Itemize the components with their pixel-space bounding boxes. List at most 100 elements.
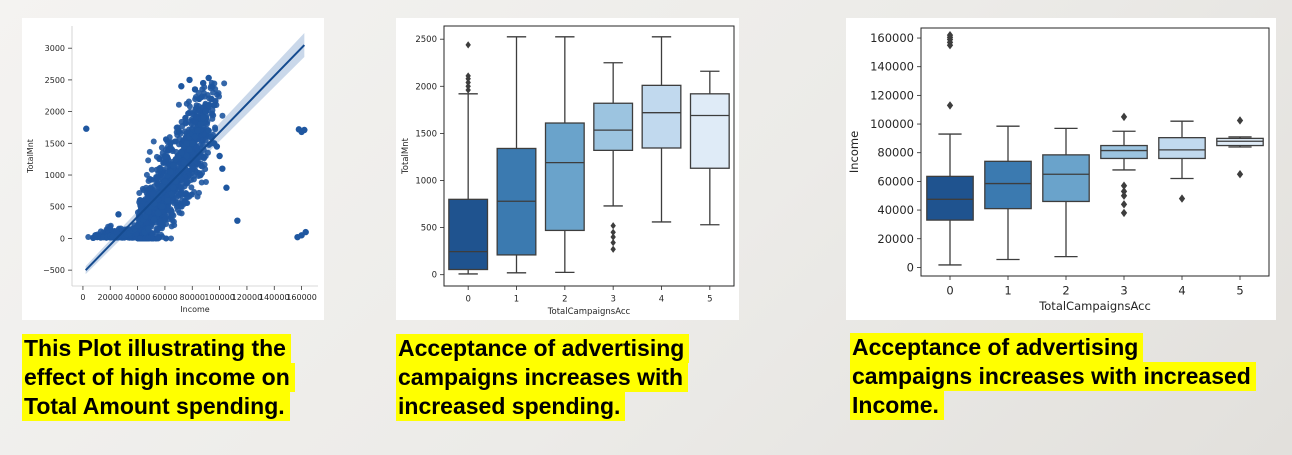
scatter-point: [190, 173, 197, 180]
scatter-point: [188, 184, 195, 191]
outlier-point: [1120, 181, 1128, 190]
y-tick-label: 1000: [415, 176, 437, 186]
box-1: [496, 36, 537, 274]
scatter-point: [183, 152, 190, 160]
scatter-point: [145, 225, 152, 233]
caption-1: This Plot illustrating the effect of hig…: [22, 334, 295, 421]
y-tick-label: 2000: [415, 82, 437, 92]
scatter-point: [178, 149, 185, 157]
scatter-point: [168, 235, 175, 242]
scatter-point: [219, 165, 226, 172]
caption-2-line-3: increased spending.: [396, 392, 626, 421]
box-iqr: [1216, 137, 1264, 147]
caption-1-line-3: Total Amount spending.: [22, 392, 290, 421]
x-tick-label: 100000: [204, 293, 235, 302]
box-iqr: [544, 122, 585, 232]
scatter-point: [191, 86, 199, 93]
x-tick-label: 160000: [286, 293, 317, 302]
box-iqr: [689, 93, 730, 169]
scatter-point: [202, 137, 209, 144]
outlier-point: [610, 228, 616, 236]
x-axis-label: Income: [180, 305, 210, 314]
scatter-point: [197, 172, 204, 179]
box-iqr: [984, 160, 1032, 210]
scatter-point: [154, 209, 162, 217]
scatter-point: [202, 108, 210, 115]
outlier-point: [1236, 170, 1244, 179]
scatter-point: [194, 193, 201, 200]
y-axis-label: TotalMnt: [26, 139, 35, 174]
scatter-point: [216, 152, 223, 160]
x-tick-label: 0: [465, 295, 470, 305]
outlier-point: [1236, 116, 1244, 125]
scatter-point: [198, 179, 205, 186]
scatter-point: [193, 113, 200, 120]
outlier-point: [946, 30, 954, 40]
scatter-point: [169, 162, 177, 169]
scatter-point: [197, 160, 204, 167]
scatter-point: [178, 83, 185, 90]
x-tick-label: 20000: [98, 293, 123, 302]
scatter-point: [113, 228, 120, 235]
scatter-point: [197, 121, 204, 128]
scatter-point: [195, 95, 203, 103]
x-tick-label: 3: [610, 295, 615, 305]
scatter-point: [148, 166, 155, 173]
scatter-point: [145, 157, 152, 164]
scatter-point: [168, 211, 175, 218]
box-4: [641, 36, 682, 223]
plot-frame: [920, 27, 1270, 277]
scatter-point: [158, 144, 165, 151]
scatter-point: [168, 190, 175, 198]
caption-3-line-1: Acceptance of advertising: [850, 333, 1144, 362]
scatter-point: [150, 216, 158, 223]
scatter-point: [209, 107, 216, 114]
x-axis-label: TotalCampaignsAcc: [547, 307, 631, 317]
scatter-point: [301, 126, 308, 134]
scatter-point: [162, 235, 169, 242]
y-tick-label: 100000: [870, 117, 914, 131]
y-tick-label: 40000: [877, 203, 914, 217]
y-tick-label: 0: [432, 271, 437, 281]
x-tick-label: 1: [1004, 284, 1011, 298]
outlier-point: [610, 222, 616, 230]
x-tick-label: 0: [80, 293, 85, 302]
outlier-point: [1120, 208, 1128, 218]
scatter-point: [210, 102, 218, 109]
x-tick-label: 3: [1120, 284, 1127, 298]
y-tick-label: 500: [421, 224, 437, 234]
scatter-point: [186, 146, 193, 153]
outlier-point: [1120, 187, 1128, 196]
x-tick-label: 140000: [259, 293, 290, 302]
scatter-point: [168, 223, 175, 230]
scatter-point: [205, 102, 212, 109]
scatter-point: [201, 154, 208, 161]
scatter-point: [199, 86, 206, 93]
y-axis-label: TotalMnt: [401, 137, 411, 175]
y-tick-label: 20000: [877, 232, 914, 246]
regression-line: [84, 44, 306, 271]
y-tick-label: 120000: [870, 88, 914, 102]
scatter-point: [207, 85, 214, 92]
scatter-point: [219, 112, 226, 119]
y-tick-label: 1500: [415, 129, 437, 139]
scatter-point: [161, 178, 169, 185]
x-tick-label: 0: [946, 284, 953, 298]
scatter-point: [83, 125, 90, 132]
caption-3-line-2: campaigns increases with increased: [850, 362, 1256, 391]
chart-panel-income-vs-totalmnt: −500 0 500 1000 1500 2000 2500 3000 0 20000 40000 6…: [22, 18, 324, 320]
scatter-point: [211, 80, 218, 87]
x-tick-label: 40000: [125, 293, 150, 302]
scatter-point: [213, 143, 221, 150]
scatter-point: [183, 100, 190, 107]
scatter-point: [169, 184, 177, 191]
scatter-point: [182, 119, 189, 126]
chart-panel-campaigns-vs-totalmnt: 0 500 1000 1500 2000 2500 0 1 2 3 4 5 TotalCampaigns…: [396, 18, 739, 320]
scatter-point: [161, 152, 169, 160]
box-1: [984, 125, 1032, 261]
outlier-point: [1120, 200, 1128, 209]
box-iqr: [448, 198, 489, 271]
box-5: [689, 70, 730, 226]
scatter-point: [159, 183, 166, 190]
y-tick-label: −500: [43, 266, 65, 275]
